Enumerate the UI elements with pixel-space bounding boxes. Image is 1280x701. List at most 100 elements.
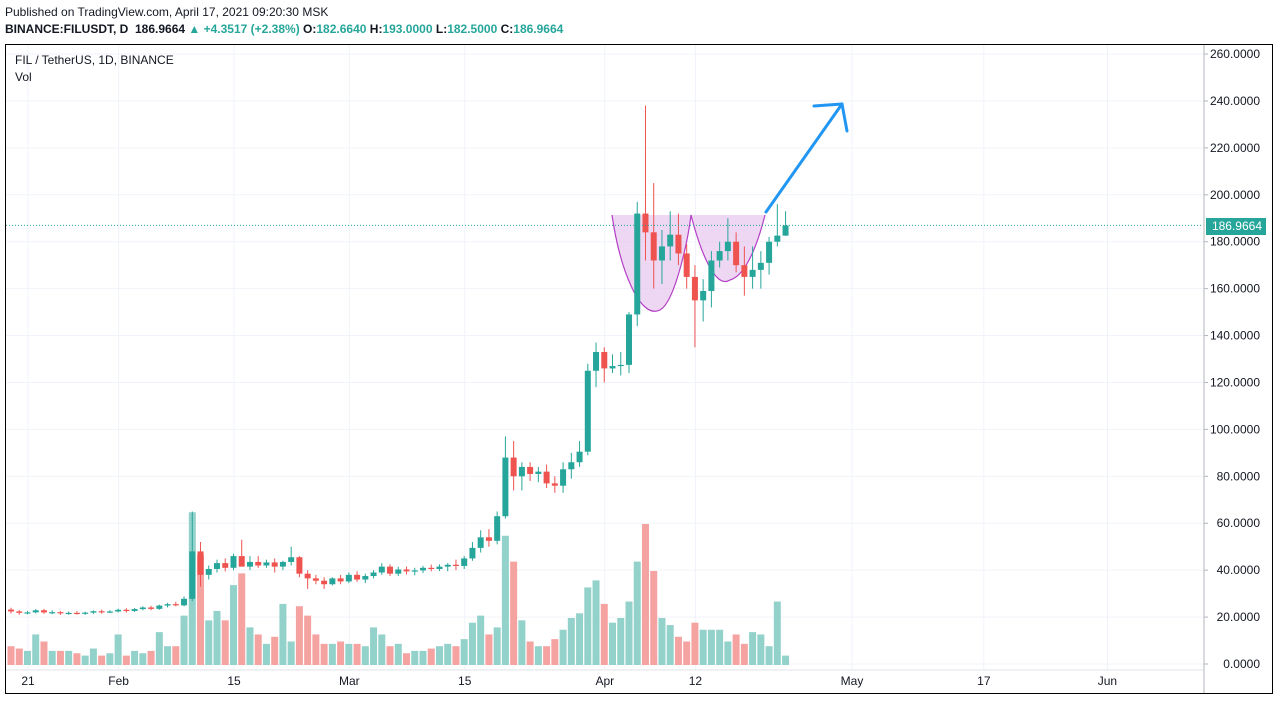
volume-bar [147, 650, 155, 665]
candle-body [288, 557, 295, 562]
volume-bar [658, 618, 666, 665]
candle-body [362, 576, 369, 580]
volume-bar [370, 627, 378, 665]
candle-body [675, 234, 682, 254]
volume-bar [782, 655, 790, 665]
low-value: 182.5000 [447, 22, 498, 36]
candle-body [403, 569, 410, 572]
candle-body [535, 471, 542, 474]
volume-bar [205, 620, 213, 665]
candle-body [16, 611, 23, 613]
target-arrow-shaft [764, 102, 844, 214]
volume-bar [485, 634, 493, 665]
candle-body [65, 612, 72, 615]
volume-bar [732, 634, 740, 665]
candle-body [584, 370, 591, 452]
candle-body [691, 276, 698, 301]
volume-bar [98, 655, 106, 665]
volume-bar [271, 636, 279, 665]
candle-body [263, 562, 270, 566]
x-tick-label: Apr [595, 674, 614, 688]
candle-body [617, 364, 624, 367]
candle-body [172, 604, 179, 606]
volume-bar [477, 615, 485, 665]
volume-bar [312, 634, 320, 665]
volume-bar [238, 573, 246, 665]
volume-bar [707, 629, 715, 665]
candle-body [40, 610, 47, 613]
candle-body [296, 557, 303, 574]
candle-body [774, 235, 781, 242]
volume-bar [320, 643, 328, 665]
volume-bar [576, 613, 584, 665]
candle-body [461, 558, 468, 566]
y-tick-label: 40.0000 [1217, 563, 1261, 577]
volume-bar [337, 641, 345, 665]
candle-body [477, 537, 484, 548]
volume-bar [518, 620, 526, 665]
y-tick-label: 240.0000 [1210, 94, 1260, 108]
volume-bar [468, 622, 476, 665]
candle-body [73, 612, 80, 615]
candle-body [667, 234, 674, 247]
open-label: O: [303, 22, 317, 36]
volume-bar [534, 646, 542, 665]
x-tick-label: 15 [227, 674, 241, 688]
published-line: Published on TradingView.com, April 17, … [5, 5, 329, 19]
price-change: ▲ +4.3517 (+2.38%) [188, 22, 300, 36]
candle-body [724, 241, 731, 252]
candle-body [123, 609, 130, 612]
volume-bar [567, 618, 575, 665]
candle-body [98, 611, 105, 613]
candle-body [354, 574, 361, 580]
candle-body [106, 611, 113, 613]
candle-body [337, 578, 344, 582]
volume-bar [716, 629, 724, 665]
y-tick-label: 220.0000 [1210, 141, 1260, 155]
volume-bar [551, 639, 559, 665]
volume-bar [361, 646, 369, 665]
volume-bar [510, 561, 518, 665]
close-value: 186.9664 [513, 22, 564, 36]
candle-body [634, 213, 641, 315]
last-price-badge: 186.9664 [1206, 218, 1266, 235]
candle-body [189, 551, 196, 599]
volume-bar [625, 601, 633, 665]
x-tick-label: 15 [458, 674, 472, 688]
candle-body [708, 260, 715, 291]
symbol-label: BINANCE:FILUSDT, D [5, 22, 129, 36]
candle-body [255, 561, 262, 566]
price-axis[interactable]: 260.0000 240.0000 220.0000 200.0000 180.0000… [1203, 44, 1261, 694]
volume-bar [7, 646, 15, 665]
candle-body [576, 451, 583, 463]
candle-body [510, 457, 517, 477]
volume-bar [304, 615, 312, 665]
volume-bar [699, 629, 707, 665]
x-tick-label: Feb [108, 674, 129, 688]
volume-bar [600, 603, 608, 665]
volume-bar [633, 561, 641, 665]
candle-body [329, 578, 336, 585]
time-axis[interactable]: 21 Feb 15 Mar 15 Apr 12 May 17 Jun [6, 669, 1203, 688]
x-tick-label: Mar [339, 674, 360, 688]
x-tick-label: 12 [689, 674, 703, 688]
pattern-fill [612, 215, 765, 312]
candle-body [238, 556, 245, 567]
volume-bar [674, 636, 682, 665]
candle-body [304, 573, 311, 579]
candle-body [626, 314, 632, 365]
y-tick-label: 0.0000 [1223, 657, 1260, 671]
volume-bar [172, 646, 180, 665]
volume-bar [526, 641, 534, 665]
candle-body [766, 241, 773, 263]
volume-bar [328, 643, 336, 665]
volume-bar [295, 606, 303, 665]
volume-bar [617, 618, 625, 665]
volume-bar [740, 643, 748, 665]
volume-bar [32, 634, 40, 665]
candle-body [420, 567, 426, 571]
candle-body [115, 609, 122, 612]
volume-bar [543, 646, 551, 665]
volume-bar [773, 601, 781, 665]
